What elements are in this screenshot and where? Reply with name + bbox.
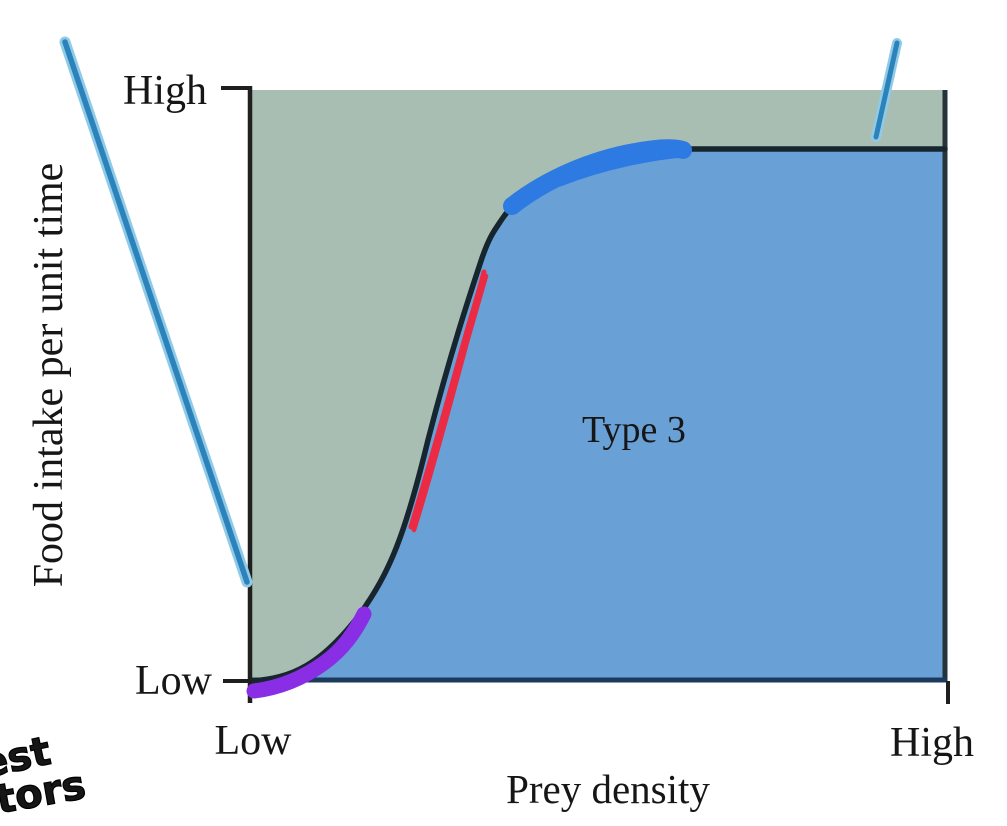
blue-highlight-stroke <box>503 139 692 215</box>
red-highlight-stroke-2 <box>411 273 489 533</box>
purple-highlight-marker <box>246 606 372 699</box>
handwritten-note: est ators <box>0 728 90 826</box>
red-highlight-marker <box>408 269 489 533</box>
y-tick-high-label: High <box>123 68 207 114</box>
y-axis-title: Food intake per unit time <box>26 163 72 588</box>
left-diagonal-stroke <box>59 36 253 588</box>
blue-highlight-marker <box>503 139 692 215</box>
left-diagonal-stroke-core <box>62 39 250 585</box>
top-right-diagonal-stroke-core <box>873 40 900 140</box>
area-under-curve <box>250 149 945 681</box>
y-tick-low-label: Low <box>135 658 213 704</box>
curve-label: Type 3 <box>582 409 686 451</box>
red-highlight-stroke <box>408 269 487 530</box>
x-tick-high-label: High <box>890 720 974 766</box>
x-axis-title: Prey density <box>506 766 710 812</box>
x-tick-low-label: Low <box>215 718 293 764</box>
top-right-diagonal-stroke <box>871 38 902 142</box>
blue-highlight-stroke-2 <box>555 148 688 187</box>
purple-highlight-stroke-2 <box>295 619 365 683</box>
